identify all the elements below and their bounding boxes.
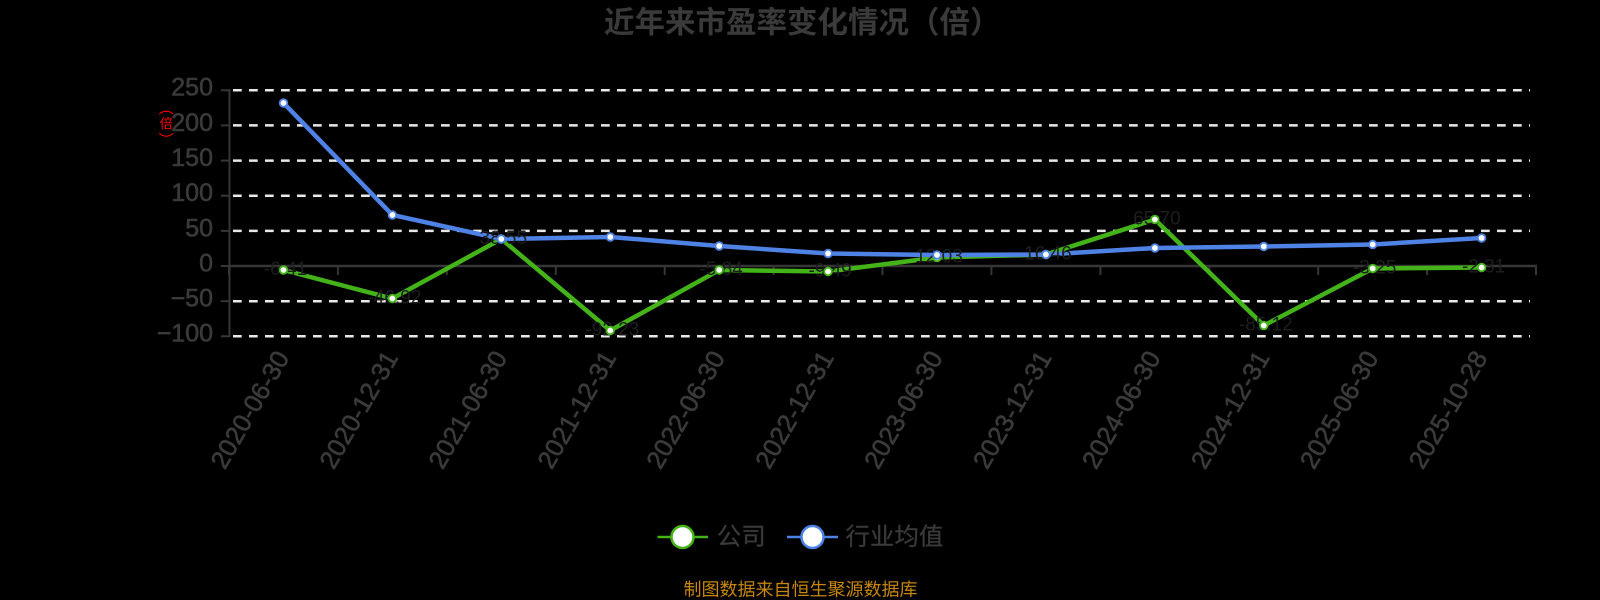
- svg-text:−100: −100: [157, 320, 213, 348]
- svg-text:150: 150: [171, 144, 213, 172]
- svg-text:100: 100: [171, 179, 213, 207]
- svg-text:250: 250: [171, 74, 213, 102]
- svg-text:200: 200: [171, 109, 213, 137]
- svg-text:50: 50: [185, 214, 213, 242]
- svg-text:−50: −50: [171, 285, 213, 313]
- svg-text:0: 0: [199, 249, 213, 277]
